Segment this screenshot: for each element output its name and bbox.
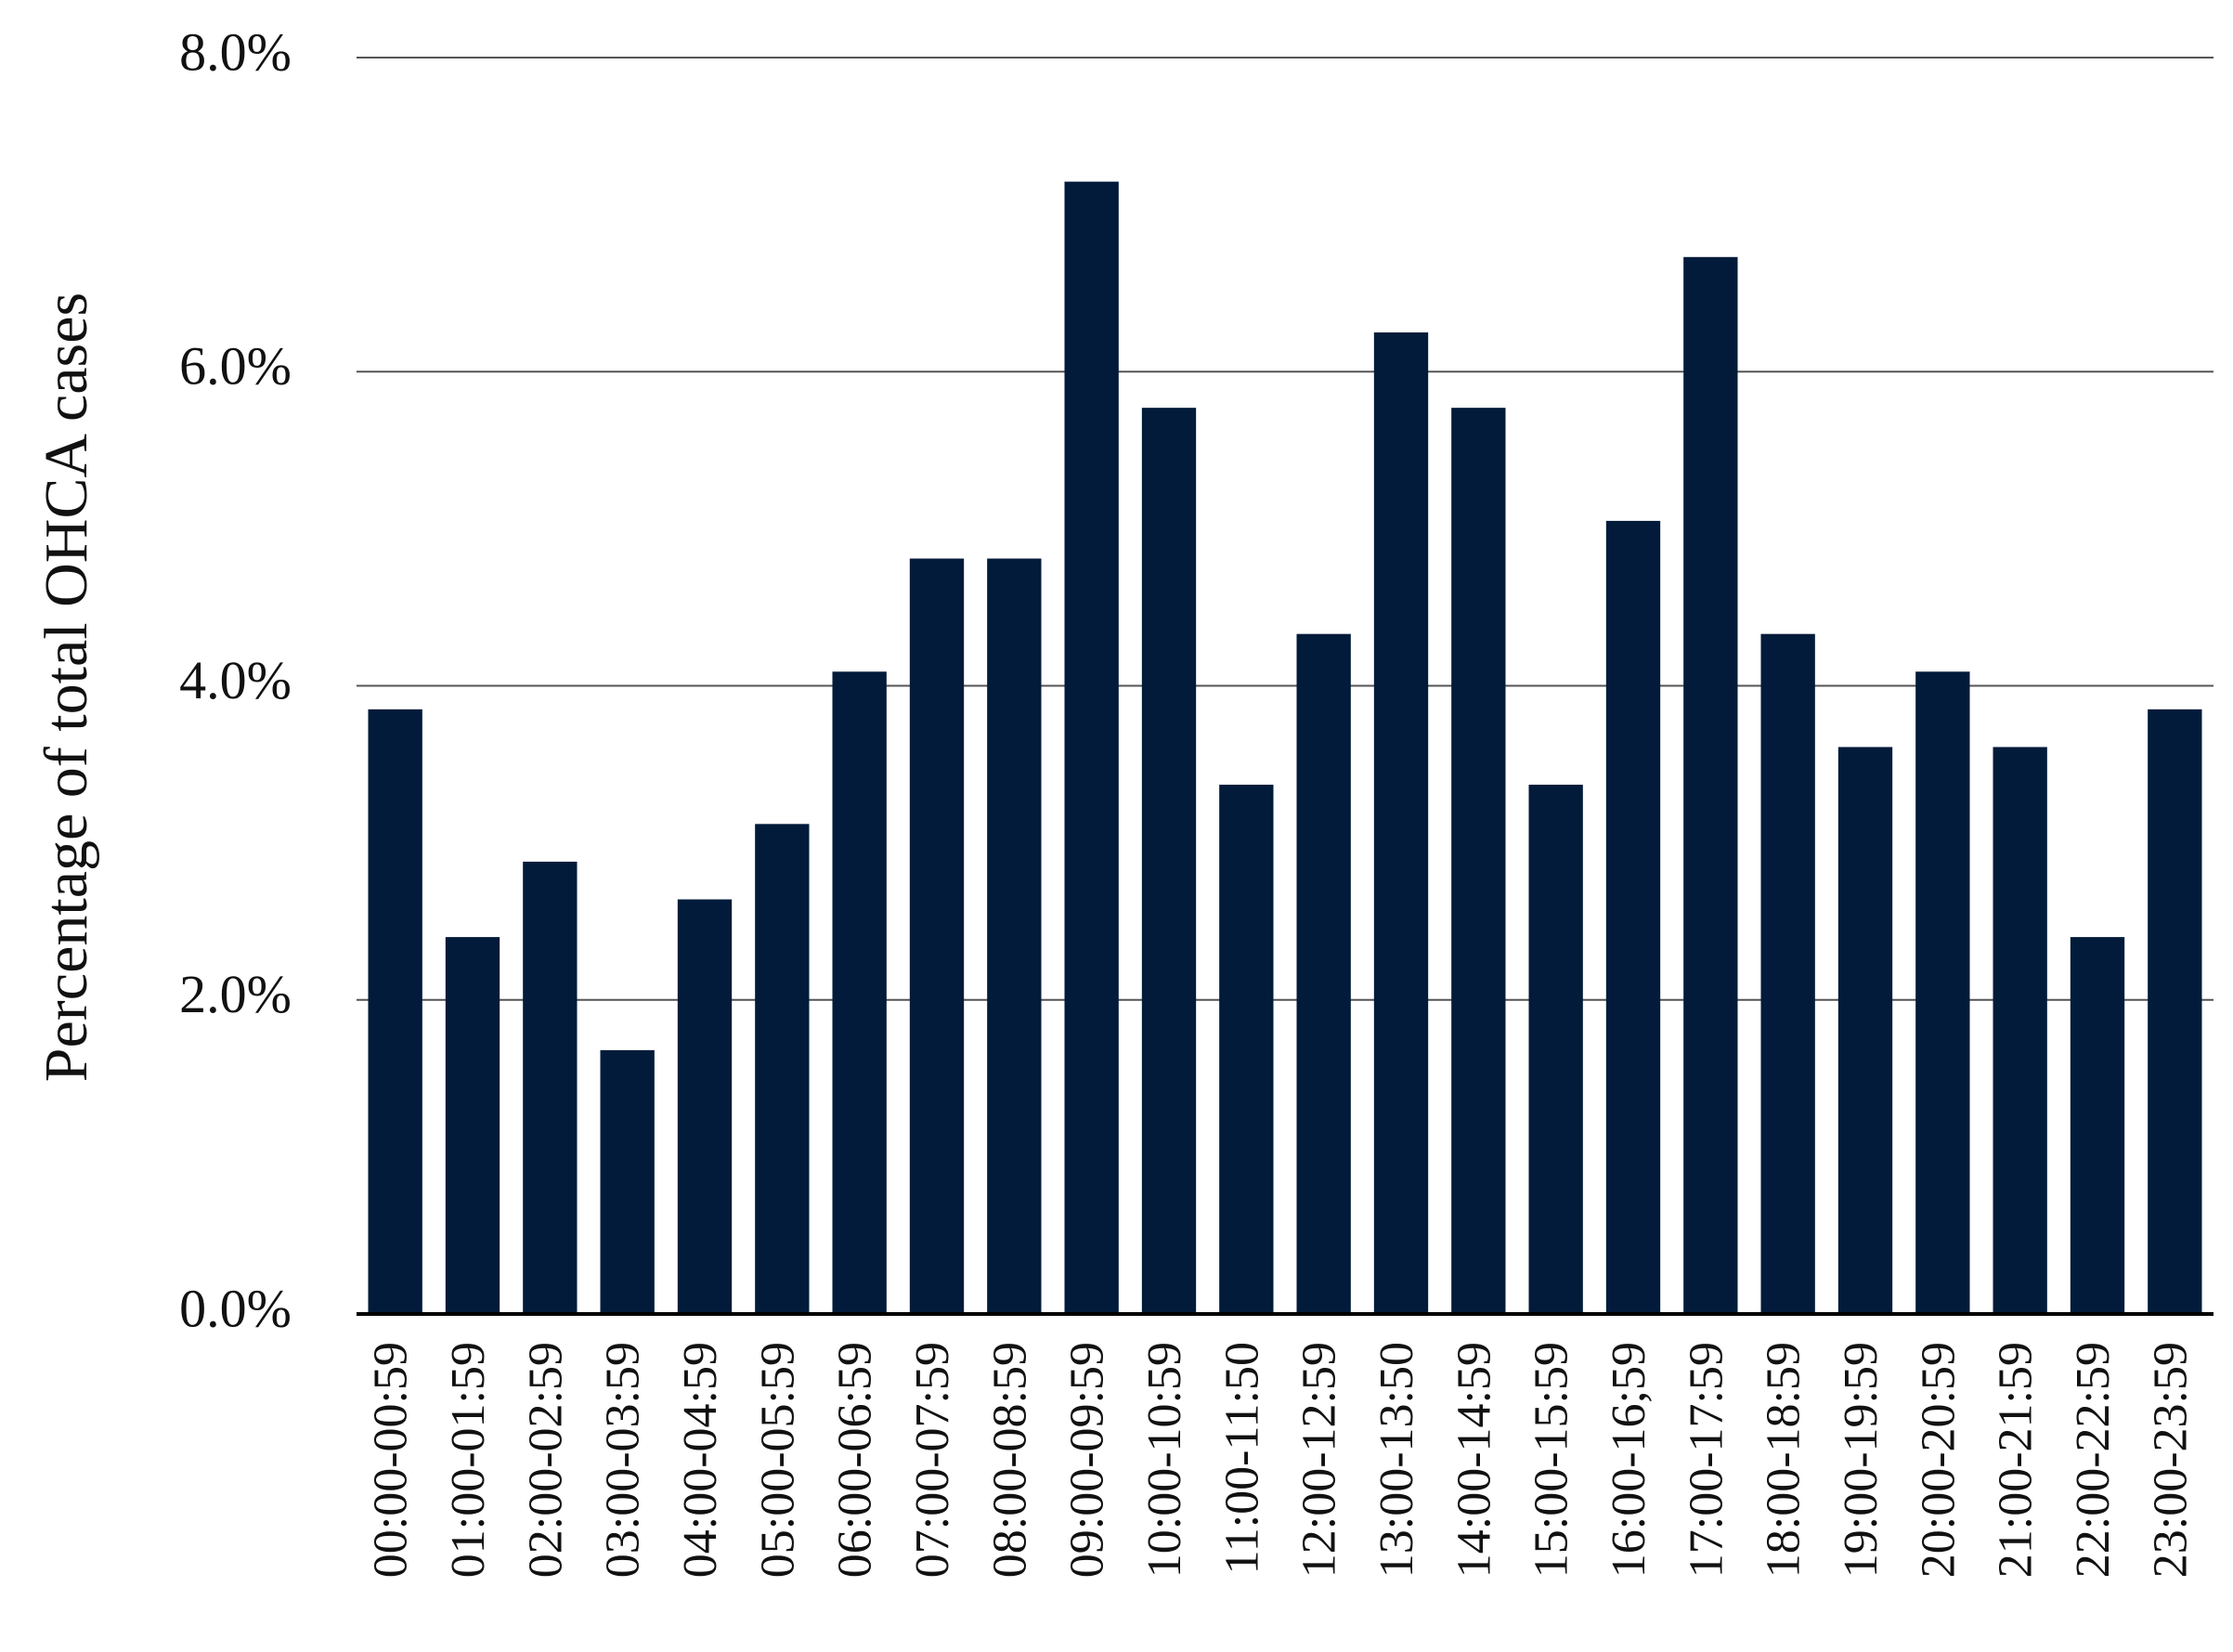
x-tick-label: 00:00-00:59 <box>365 1342 418 1578</box>
bar <box>523 861 578 1314</box>
x-tick-label: 14:00-14:59 <box>1448 1342 1500 1578</box>
bar <box>677 899 733 1314</box>
bar <box>1605 520 1661 1314</box>
bar <box>909 558 965 1314</box>
x-tick-label: 20:00-20:59 <box>1912 1342 1965 1578</box>
y-tick-label: 8.0% <box>179 21 292 82</box>
bar <box>1993 747 2047 1314</box>
y-tick-label: 6.0% <box>179 336 292 397</box>
x-tick-label: 01:00-01:59 <box>442 1342 495 1578</box>
x-tick-label: 12:00-12:59 <box>1293 1342 1346 1578</box>
y-tick-label: 4.0% <box>179 650 292 710</box>
bar <box>1915 671 1970 1314</box>
bar <box>600 1049 655 1314</box>
bar <box>1528 785 1583 1314</box>
x-tick-label: 06:00-06:59 <box>829 1342 882 1578</box>
bar <box>1451 408 1506 1314</box>
x-tick-label: 16:00-16;59 <box>1603 1342 1655 1578</box>
bar <box>1683 256 1738 1314</box>
x-tick-label: 23:00-23:59 <box>2144 1342 2197 1578</box>
x-tick-label: 08:00-08:59 <box>983 1342 1036 1578</box>
x-tick-label: 09:00-09:59 <box>1061 1342 1114 1578</box>
x-tick-label: 22:00-22:59 <box>2067 1342 2120 1578</box>
bar <box>1373 332 1429 1314</box>
y-tick-label: 2.0% <box>179 964 292 1024</box>
x-tick-label: 18:00-18:59 <box>1758 1342 1811 1578</box>
bar <box>445 937 500 1314</box>
x-tick-label: 11:00-11:50 <box>1215 1342 1268 1574</box>
x-tick-label: 03:00-03:59 <box>597 1342 650 1578</box>
bar <box>2148 709 2202 1314</box>
x-tick-label: 13:00-13:50 <box>1370 1342 1423 1578</box>
bar <box>1760 633 1815 1314</box>
bar <box>368 709 422 1314</box>
x-tick-label: 05:00-05:59 <box>751 1342 804 1578</box>
bar <box>755 824 810 1314</box>
bar <box>1296 633 1351 1314</box>
x-tick-label: 19:00-19:59 <box>1835 1342 1888 1578</box>
bar <box>832 671 887 1314</box>
x-tick-label: 17:00-17:59 <box>1680 1342 1733 1578</box>
x-tick-label: 02:00-02:59 <box>519 1342 572 1578</box>
y-axis-title: Percentage of total OHCA cases <box>32 293 100 1082</box>
bar <box>1064 181 1119 1314</box>
x-tick-label: 07:00-07:59 <box>906 1342 959 1578</box>
x-tick-label: 10:00-10:59 <box>1138 1342 1191 1578</box>
x-tick-label: 21:00-21:59 <box>1990 1342 2043 1578</box>
bar <box>1219 785 1274 1314</box>
bar <box>1837 747 1893 1314</box>
bar <box>2070 937 2125 1314</box>
y-tick-label: 0.0% <box>179 1278 292 1338</box>
bar <box>987 558 1042 1314</box>
x-tick-label: 15:00-15:59 <box>1525 1342 1578 1578</box>
x-tick-label: 04:00-04:59 <box>674 1342 727 1578</box>
bar <box>1141 408 1197 1314</box>
